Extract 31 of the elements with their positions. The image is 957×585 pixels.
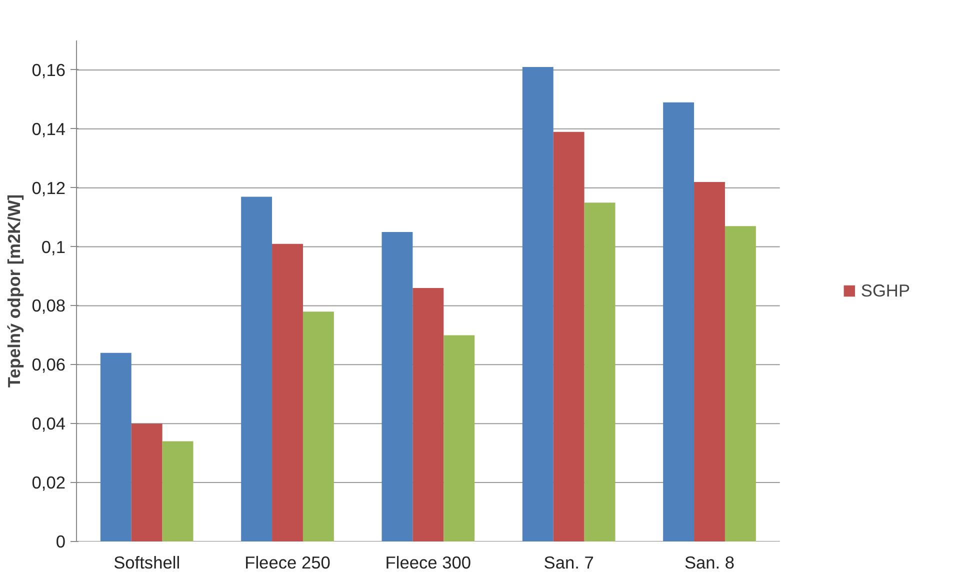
x-tick-label: Fleece 250 xyxy=(244,552,330,572)
y-tick-label: 0,1 xyxy=(41,236,66,257)
y-tick-label: 0,04 xyxy=(32,414,66,434)
bar xyxy=(131,424,162,542)
x-tick-label: Softshell xyxy=(114,552,180,572)
bar xyxy=(272,244,303,542)
y-tick-label: 0,12 xyxy=(32,178,66,198)
y-axis-title: Tepelný odpor [m2K/W] xyxy=(4,194,24,388)
bar xyxy=(522,67,554,542)
x-tick-label: San. 7 xyxy=(544,552,594,572)
bar xyxy=(584,202,616,542)
y-tick-label: 0 xyxy=(56,532,66,552)
y-tick-label: 0,06 xyxy=(32,354,66,375)
bar xyxy=(382,232,413,542)
y-tick-label: 0,14 xyxy=(32,118,66,139)
bar xyxy=(553,132,584,542)
bar xyxy=(724,226,756,542)
bar xyxy=(444,335,475,542)
bar xyxy=(302,312,334,542)
x-tick-label: Fleece 300 xyxy=(385,552,472,572)
bar xyxy=(663,102,694,542)
bar xyxy=(241,196,272,542)
y-tick-label: 0,08 xyxy=(32,296,66,316)
bar xyxy=(162,441,194,542)
y-tick-label: 0,16 xyxy=(32,60,66,80)
bar xyxy=(412,288,444,542)
bar xyxy=(100,352,132,542)
bar xyxy=(694,182,725,542)
legend-label: SGHP xyxy=(860,280,910,301)
y-tick-label: 0,02 xyxy=(32,472,66,493)
x-tick-label: San. 8 xyxy=(684,552,735,572)
